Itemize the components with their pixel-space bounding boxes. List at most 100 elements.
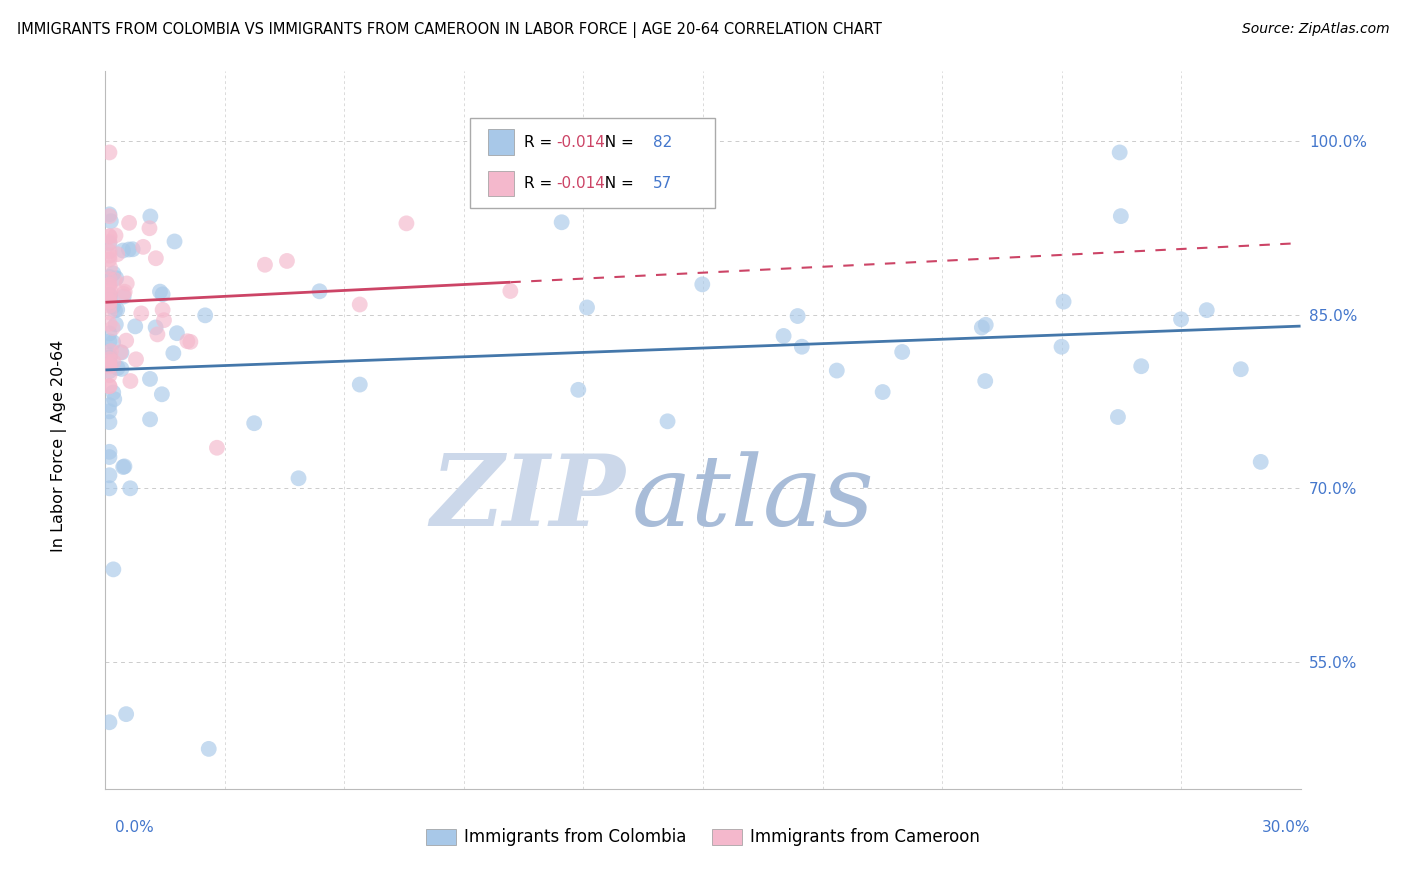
Point <box>550 215 572 229</box>
Point <box>145 252 167 266</box>
Point <box>120 374 142 388</box>
Point <box>891 345 914 359</box>
Point <box>970 320 993 334</box>
Point <box>790 340 813 354</box>
Point <box>124 319 146 334</box>
Point <box>132 240 155 254</box>
Point <box>253 258 276 272</box>
Text: 82: 82 <box>652 135 672 150</box>
Point <box>110 345 132 359</box>
Point <box>125 352 148 367</box>
Point <box>974 318 997 332</box>
Point <box>395 216 418 230</box>
Point <box>98 207 121 221</box>
Point <box>349 377 371 392</box>
Point <box>308 285 330 299</box>
Point <box>98 305 121 319</box>
Point <box>98 229 121 244</box>
Point <box>98 326 121 341</box>
Point <box>98 277 121 292</box>
Point <box>145 320 167 334</box>
Point <box>105 302 128 317</box>
Point <box>974 374 997 388</box>
Point <box>98 299 121 313</box>
Point <box>98 244 121 259</box>
Point <box>197 742 219 756</box>
Point <box>1109 209 1132 223</box>
Point <box>1107 409 1129 424</box>
Point <box>118 216 141 230</box>
FancyBboxPatch shape <box>488 170 515 196</box>
Point <box>146 327 169 342</box>
Text: 57: 57 <box>652 176 672 191</box>
Point <box>98 294 121 309</box>
Text: ZIP: ZIP <box>430 450 626 547</box>
Point <box>100 283 122 297</box>
Point <box>103 355 125 369</box>
Point <box>166 326 188 341</box>
Point <box>1250 455 1272 469</box>
Point <box>98 358 121 372</box>
Point <box>98 352 121 367</box>
FancyBboxPatch shape <box>488 129 515 155</box>
Point <box>576 301 599 315</box>
Point <box>98 236 121 251</box>
Point <box>110 345 132 359</box>
Point <box>1195 303 1218 318</box>
Point <box>103 385 125 400</box>
Point <box>98 272 121 286</box>
Point <box>98 235 121 249</box>
Point <box>872 384 894 399</box>
Point <box>98 715 121 730</box>
Point <box>111 244 134 258</box>
Legend: Immigrants from Colombia, Immigrants from Cameroon: Immigrants from Colombia, Immigrants fro… <box>419 822 987 853</box>
Point <box>115 277 138 291</box>
Point <box>349 297 371 311</box>
Point <box>276 254 298 268</box>
Point <box>103 562 125 576</box>
Point <box>98 348 121 362</box>
Point <box>103 266 125 280</box>
Text: R =: R = <box>524 176 557 191</box>
Point <box>1229 362 1251 376</box>
Point <box>98 269 121 284</box>
Point <box>98 359 121 374</box>
Point <box>104 228 127 243</box>
Point <box>103 392 125 406</box>
Point <box>114 285 136 299</box>
Point <box>499 284 522 298</box>
Point <box>149 285 172 299</box>
Point <box>98 444 121 458</box>
Point <box>118 243 141 257</box>
Text: N =: N = <box>596 176 640 191</box>
Point <box>139 412 162 426</box>
Point <box>98 450 121 464</box>
Point <box>98 229 121 244</box>
Point <box>1050 340 1073 354</box>
Point <box>98 379 121 393</box>
Point <box>567 383 589 397</box>
Point <box>98 145 121 160</box>
Point <box>121 242 143 256</box>
Point <box>98 334 121 349</box>
Point <box>825 363 848 377</box>
Point <box>101 321 124 335</box>
Point <box>98 260 121 275</box>
Point <box>98 355 121 369</box>
Point <box>98 288 121 302</box>
Point <box>98 209 121 223</box>
Text: IMMIGRANTS FROM COLOMBIA VS IMMIGRANTS FROM CAMEROON IN LABOR FORCE | AGE 20-64 : IMMIGRANTS FROM COLOMBIA VS IMMIGRANTS F… <box>17 22 882 38</box>
Point <box>98 288 121 302</box>
Point <box>110 362 132 376</box>
Point <box>103 335 125 350</box>
Point <box>194 309 217 323</box>
Point <box>112 459 135 474</box>
Point <box>287 471 309 485</box>
Point <box>120 481 142 495</box>
Point <box>129 306 152 320</box>
Point <box>98 279 121 293</box>
Point <box>98 351 121 365</box>
Point <box>101 300 124 314</box>
Point <box>112 289 135 303</box>
Point <box>1170 312 1192 326</box>
